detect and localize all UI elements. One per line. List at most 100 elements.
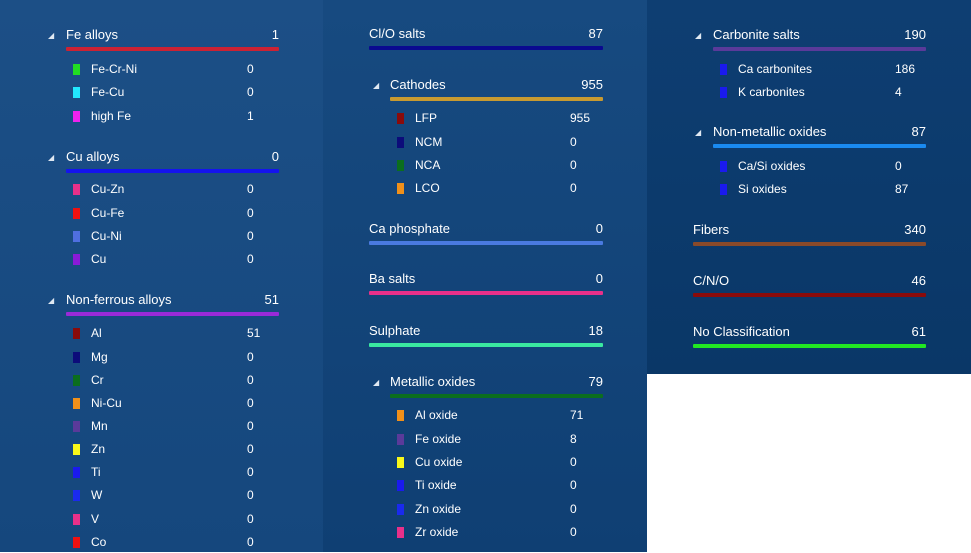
item-count: 0 [570, 181, 577, 195]
group-name: Cathodes [390, 77, 446, 92]
group-name: C/N/O [693, 273, 730, 288]
color-swatch [73, 184, 80, 195]
list-item[interactable]: LFP 955 [397, 109, 610, 129]
group-header: Ba salts 0 [369, 270, 603, 290]
item-name: Zr oxide [415, 525, 459, 539]
list-item[interactable]: Al oxide 71 [397, 406, 610, 426]
item-name: Mn [91, 419, 108, 433]
color-swatch [73, 87, 80, 98]
color-swatch [397, 183, 404, 194]
item-name: Ni-Cu [91, 396, 122, 410]
list-item[interactable]: Zr oxide 0 [397, 523, 610, 543]
group-count: 87 [911, 124, 926, 139]
list-item[interactable]: Cr 0 [73, 371, 287, 391]
collapse-arrow-icon[interactable]: ◢ [48, 296, 55, 305]
list-item[interactable]: NCA 0 [397, 156, 610, 176]
group-color-bar [713, 144, 926, 148]
collapse-arrow-icon[interactable]: ◢ [373, 378, 380, 387]
list-item[interactable]: Cu-Ni 0 [73, 227, 287, 247]
list-item[interactable]: Ti 0 [73, 463, 287, 483]
list-item[interactable]: NCM 0 [397, 133, 610, 153]
item-name: W [91, 488, 103, 502]
item-count: 71 [570, 408, 584, 422]
item-name: Fe-Cu [91, 85, 125, 99]
list-item[interactable]: Zn 0 [73, 440, 287, 460]
group-color-bar [390, 97, 603, 101]
group-header[interactable]: ◢ Fe alloys 1 [48, 26, 279, 46]
item-name: Ti oxide [415, 478, 457, 492]
item-count: 0 [247, 62, 254, 76]
collapse-arrow-icon[interactable]: ◢ [48, 31, 55, 40]
list-item[interactable]: Si oxides 87 [720, 180, 935, 200]
list-item[interactable]: Mn 0 [73, 417, 287, 437]
item-count: 0 [247, 206, 254, 220]
group-header[interactable]: ◢ Carbonite salts 190 [695, 26, 926, 46]
list-item[interactable]: K carbonites 4 [720, 83, 935, 103]
group-header: C/N/O 46 [693, 272, 926, 292]
group-color-bar [369, 343, 603, 347]
item-count: 955 [570, 111, 591, 125]
list-item[interactable]: Ti oxide 0 [397, 476, 610, 496]
list-item[interactable]: Co 0 [73, 533, 287, 553]
item-count: 0 [247, 252, 254, 266]
group-count: 18 [588, 323, 603, 338]
group-name: Non-ferrous alloys [66, 292, 172, 307]
group-name: Fibers [693, 222, 730, 237]
group-header[interactable]: ◢ Cu alloys 0 [48, 148, 279, 168]
item-count: 0 [247, 465, 254, 479]
list-item[interactable]: Fe oxide 8 [397, 430, 610, 450]
group-name: Ca phosphate [369, 221, 450, 236]
group-header: Fibers 340 [693, 221, 926, 241]
color-swatch [73, 328, 80, 339]
item-count: 87 [895, 182, 909, 196]
group-header[interactable]: ◢ Non-ferrous alloys 51 [48, 291, 279, 311]
group-count: 61 [911, 324, 926, 339]
group-header[interactable]: ◢ Non-metallic oxides 87 [695, 123, 926, 143]
collapse-arrow-icon[interactable]: ◢ [373, 81, 380, 90]
color-swatch [73, 375, 80, 386]
list-item[interactable]: Cu 0 [73, 250, 287, 270]
collapse-arrow-icon[interactable]: ◢ [695, 128, 702, 137]
color-swatch [73, 444, 80, 455]
list-item[interactable]: Ca carbonites 186 [720, 60, 935, 80]
color-swatch [720, 161, 727, 172]
item-count: 1 [247, 109, 254, 123]
item-name: Cu [91, 252, 107, 266]
color-swatch [720, 87, 727, 98]
group-name: Cu alloys [66, 149, 120, 164]
item-count: 4 [895, 85, 902, 99]
collapse-arrow-icon[interactable]: ◢ [695, 31, 702, 40]
color-swatch [720, 184, 727, 195]
group-count: 79 [588, 374, 603, 389]
group-count: 0 [595, 271, 603, 286]
group-header[interactable]: ◢ Cathodes 955 [373, 76, 603, 96]
group-count: 0 [271, 149, 279, 164]
list-item[interactable]: Al 51 [73, 324, 287, 344]
item-name: NCM [415, 135, 443, 149]
list-item[interactable]: Mg 0 [73, 348, 287, 368]
list-item[interactable]: Cu-Fe 0 [73, 204, 287, 224]
item-count: 0 [247, 373, 254, 387]
collapse-arrow-icon[interactable]: ◢ [48, 153, 55, 162]
group-color-bar [693, 293, 926, 297]
list-item[interactable]: Fe-Cu 0 [73, 83, 287, 103]
list-item[interactable]: LCO 0 [397, 179, 610, 199]
list-item[interactable]: Zn oxide 0 [397, 500, 610, 520]
color-swatch [720, 64, 727, 75]
list-item[interactable]: Cu-Zn 0 [73, 180, 287, 200]
list-item[interactable]: Cu oxide 0 [397, 453, 610, 473]
color-swatch [73, 490, 80, 501]
group-header[interactable]: ◢ Metallic oxides 79 [373, 373, 603, 393]
list-item[interactable]: high Fe 1 [73, 107, 287, 127]
group-color-bar [369, 241, 603, 245]
column-3: ◢ Carbonite salts 190 Ca carbonites 186 K car… [647, 0, 971, 374]
color-swatch [397, 410, 404, 421]
group-name: Non-metallic oxides [713, 124, 827, 139]
group-name: No Classification [693, 324, 790, 339]
list-item[interactable]: Fe-Cr-Ni 0 [73, 60, 287, 80]
group-color-bar [390, 394, 603, 398]
list-item[interactable]: Ca/Si oxides 0 [720, 157, 935, 177]
list-item[interactable]: Ni-Cu 0 [73, 394, 287, 414]
